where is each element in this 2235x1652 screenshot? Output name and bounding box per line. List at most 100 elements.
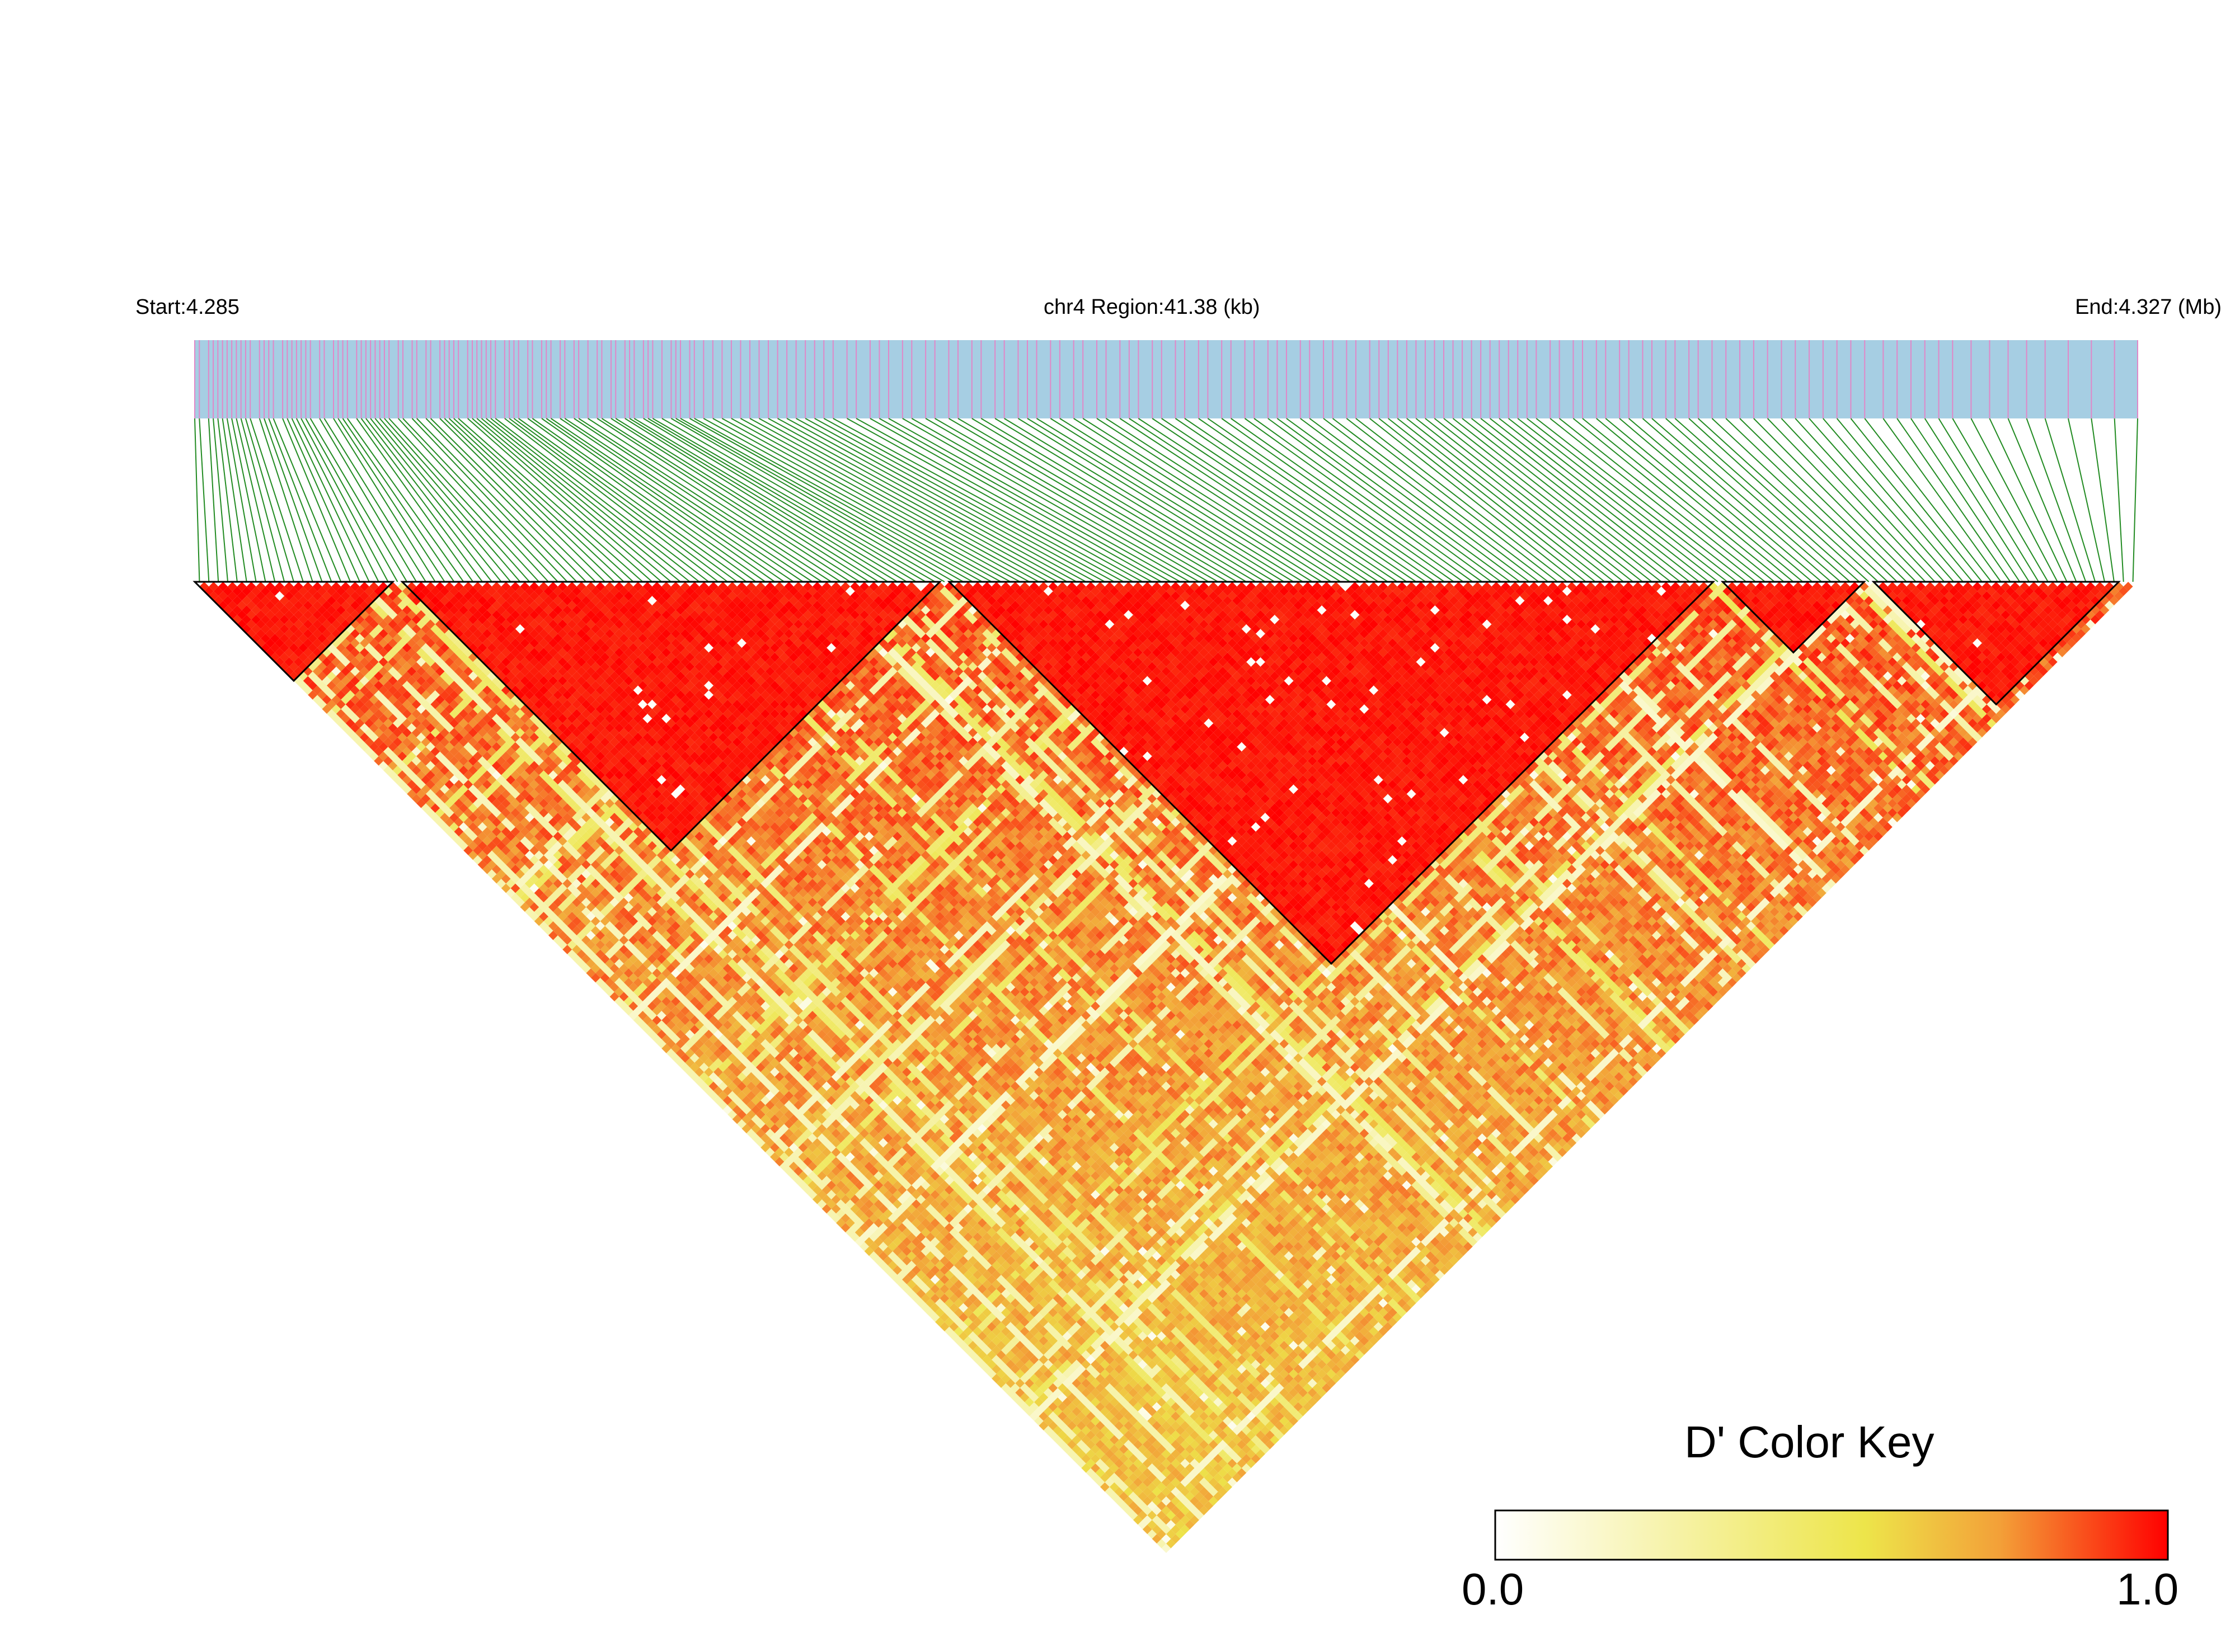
snp-connector: [1688, 418, 1870, 582]
snp-connector: [550, 418, 794, 582]
ld-cell: [529, 911, 539, 921]
ld-cell: [378, 751, 388, 761]
snp-connector: [1596, 418, 1794, 582]
ld-cell: [996, 1369, 1006, 1379]
ld-cell: [524, 907, 534, 917]
ld-cell: [473, 855, 483, 865]
ld-cell: [694, 1076, 705, 1086]
ld-cell: [760, 1142, 771, 1152]
snp-connector: [425, 418, 587, 582]
region-length-label: chr4 Region:41.38 (kb): [1044, 295, 1260, 319]
ld-cell: [374, 746, 384, 756]
snp-connector: [980, 418, 1256, 582]
ld-cell: [652, 1015, 662, 1025]
ld-cell: [510, 883, 520, 893]
snp-connector: [712, 418, 1011, 582]
snp-connector: [1550, 418, 1757, 582]
ld-cell: [364, 746, 374, 756]
ld-cell: [378, 742, 388, 752]
ld-cell: [1015, 1388, 1025, 1397]
ld-cell: [539, 902, 549, 912]
ld-cell: [751, 1124, 761, 1133]
ld-cell: [770, 1152, 780, 1162]
ld-cell: [298, 680, 308, 690]
ld-cell: [355, 737, 365, 747]
ld-cell: [543, 916, 553, 926]
snp-connector: [1795, 418, 1945, 582]
ld-cell: [543, 907, 553, 917]
ld-cell: [788, 1161, 799, 1171]
ld-cell: [864, 1237, 874, 1247]
ld-cell: [425, 798, 435, 808]
snp-connector: [305, 418, 398, 582]
ld-cell: [369, 732, 379, 742]
ld-cell: [487, 869, 497, 879]
snp-connector: [1443, 418, 1652, 582]
snp-connector: [1665, 418, 1851, 582]
snp-connector: [384, 418, 530, 582]
ld-cell: [671, 1053, 680, 1063]
snp-connector: [226, 418, 257, 582]
ld-cell: [496, 869, 506, 879]
snp-connector: [1896, 418, 2011, 582]
snp-connector: [264, 418, 323, 582]
ld-cell: [397, 761, 407, 771]
snp-connector: [295, 418, 379, 582]
ld-cell: [510, 893, 520, 903]
snp-connector: [370, 418, 502, 582]
ld-cell: [435, 817, 445, 827]
ld-cell: [874, 1246, 884, 1256]
ld-cell: [751, 1114, 761, 1124]
ld-cell: [623, 987, 633, 997]
snp-connector: [1323, 418, 1539, 582]
ld-cell: [477, 850, 487, 860]
ld-cell: [369, 742, 379, 752]
ld-cell: [633, 996, 643, 1006]
snp-connector: [541, 418, 776, 582]
ld-cell: [893, 1274, 903, 1284]
ld-cell: [463, 827, 473, 837]
ld-cell: [1128, 1501, 1138, 1511]
ld-cell: [854, 1227, 865, 1237]
snp-connector: [633, 418, 908, 582]
ld-cell: [312, 685, 322, 695]
ld-cell: [468, 850, 478, 860]
snp-connector: [1096, 418, 1351, 582]
snp-connector: [1471, 418, 1681, 582]
ld-cell: [807, 1171, 818, 1181]
ld-cell: [473, 836, 483, 846]
snp-connector: [1244, 418, 1473, 582]
ld-cell: [515, 878, 525, 888]
snp-connector: [1406, 418, 1615, 582]
ld-cell: [817, 1190, 827, 1199]
ld-cell: [359, 723, 369, 733]
ld-cell: [1119, 1491, 1129, 1502]
ld-cell: [661, 1034, 672, 1044]
snp-connector: [532, 418, 766, 582]
snp-connector: [1697, 418, 1879, 582]
ld-cell: [520, 883, 530, 893]
snp-connector: [652, 418, 936, 582]
snp-connector: [1910, 418, 2021, 582]
ld-cell: [458, 822, 468, 832]
snp-connector: [546, 418, 785, 582]
snp-connector: [504, 418, 719, 582]
ld-cell: [704, 1067, 713, 1077]
snp-connector: [740, 418, 1039, 582]
ld-cell: [331, 713, 341, 723]
snp-connector: [1462, 418, 1671, 582]
ld-cell: [317, 690, 327, 700]
ld-cell: [487, 860, 497, 870]
ld-cell: [284, 666, 294, 676]
snp-connector: [1138, 418, 1388, 582]
snp-connector: [481, 418, 681, 582]
ld-cell: [940, 1322, 950, 1331]
ld-cell: [968, 1350, 978, 1360]
ld-cell: [704, 1076, 713, 1086]
ld-cell: [623, 996, 633, 1006]
ld-cell: [383, 756, 393, 766]
snp-connector: [1415, 418, 1624, 582]
ld-cell: [506, 878, 516, 888]
ld-cell: [463, 845, 473, 855]
snp-connector: [796, 418, 1096, 582]
